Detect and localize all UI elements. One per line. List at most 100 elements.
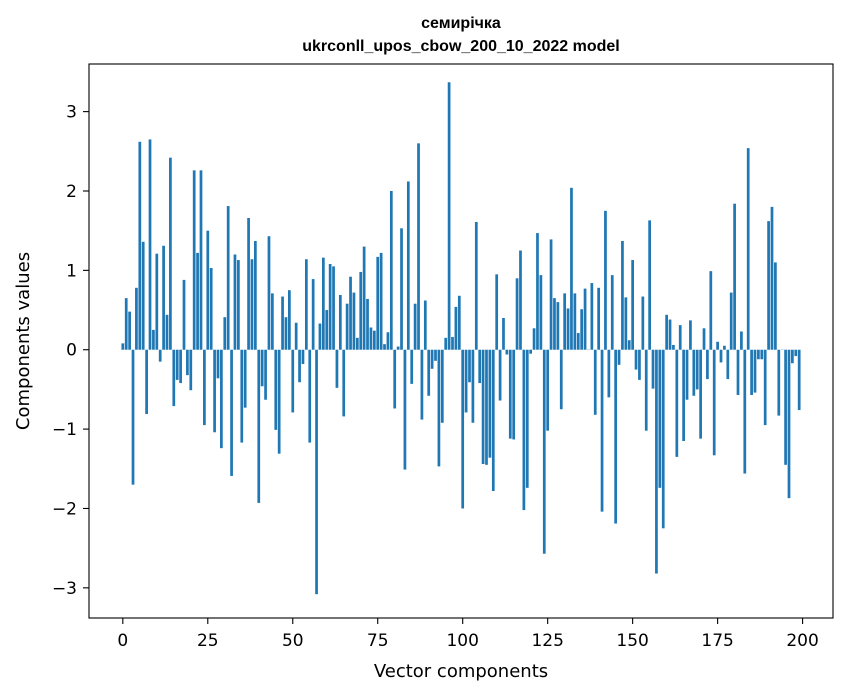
bar (730, 293, 733, 350)
bar (244, 350, 247, 408)
bar (237, 260, 240, 350)
bar (138, 142, 141, 350)
bar (737, 350, 740, 395)
bar (434, 350, 437, 361)
bar (298, 350, 301, 383)
bar (553, 298, 556, 350)
bar (689, 320, 692, 349)
bar (193, 170, 196, 349)
bar (169, 158, 172, 350)
bar (366, 299, 369, 350)
bar (291, 350, 294, 413)
bar (709, 271, 712, 350)
bar (128, 312, 131, 350)
bar (662, 350, 665, 529)
bar (604, 211, 607, 350)
bar (268, 236, 271, 349)
bar (618, 350, 621, 365)
bar (475, 222, 478, 350)
bar (332, 266, 335, 349)
bar (798, 350, 801, 410)
bar (672, 345, 675, 350)
bar (159, 350, 162, 362)
bar (760, 350, 763, 360)
bar (421, 350, 424, 420)
bar (645, 350, 648, 431)
bar (703, 328, 706, 349)
bar (468, 350, 471, 383)
y-tick-label: 0 (66, 341, 77, 361)
bar (754, 350, 757, 393)
bar (706, 350, 709, 379)
bar (359, 272, 362, 350)
bar (777, 350, 780, 416)
bar (380, 253, 383, 350)
bar (641, 297, 644, 350)
bar (329, 264, 332, 350)
bar (740, 331, 743, 349)
bar (638, 350, 641, 380)
bar (516, 278, 519, 349)
bar (546, 350, 549, 431)
bar (716, 342, 719, 350)
bar (356, 338, 359, 350)
bar (220, 350, 223, 448)
bar (665, 315, 668, 350)
bar (465, 350, 468, 413)
bar (774, 262, 777, 349)
bar (349, 277, 352, 350)
x-tick-label: 125 (531, 631, 563, 651)
bar (257, 350, 260, 503)
bar (499, 350, 502, 401)
bar (172, 350, 175, 406)
bar (461, 350, 464, 509)
bar (414, 304, 417, 350)
bar (485, 350, 488, 465)
bar (560, 350, 563, 410)
x-tick-label: 150 (616, 631, 648, 651)
bar (519, 251, 522, 350)
bar (274, 350, 277, 430)
bar (570, 188, 573, 350)
bar (621, 241, 624, 350)
bar (686, 350, 689, 400)
bar (393, 350, 396, 409)
bar (336, 350, 339, 388)
bar (631, 260, 634, 350)
bar (597, 288, 600, 350)
bar (373, 331, 376, 350)
bar (580, 309, 583, 349)
bar (509, 350, 512, 439)
bar (540, 275, 543, 350)
bar (723, 346, 726, 350)
bar (346, 304, 349, 350)
bar (543, 350, 546, 554)
bar (325, 310, 328, 350)
bar (339, 295, 342, 350)
bar (264, 350, 267, 400)
bar (658, 350, 661, 488)
bar (526, 350, 529, 488)
x-tick-label: 75 (367, 631, 389, 651)
bar (726, 350, 729, 379)
bar (495, 274, 498, 349)
bar (441, 350, 444, 423)
bar (448, 82, 451, 349)
x-tick-label: 175 (701, 631, 733, 651)
bar (285, 317, 288, 350)
y-tick-label: 2 (66, 182, 77, 202)
bar (132, 350, 135, 485)
bar (407, 181, 410, 349)
bar (502, 318, 505, 350)
bar (410, 350, 413, 384)
bar (370, 328, 373, 350)
bar (451, 337, 454, 350)
bar (574, 293, 577, 349)
bar (771, 207, 774, 350)
bar (427, 350, 430, 396)
bar (135, 288, 138, 350)
bar (322, 258, 325, 350)
bar (512, 350, 515, 440)
bar (506, 350, 509, 355)
bar (655, 350, 658, 574)
